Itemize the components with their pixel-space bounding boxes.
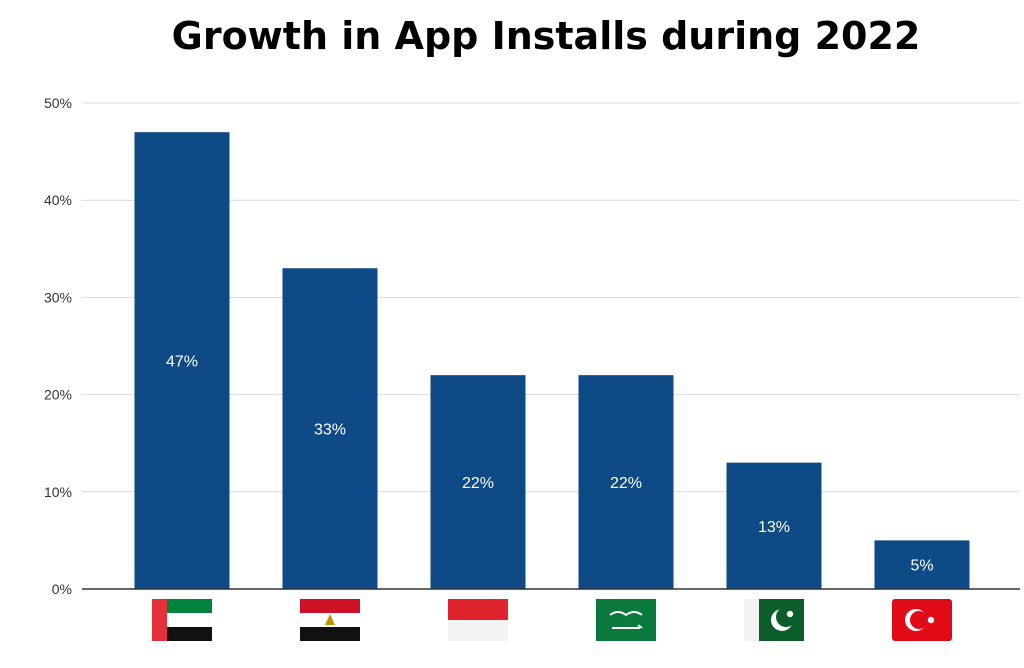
y-tick-label: 50% — [44, 95, 72, 111]
egypt-flag-icon — [300, 599, 360, 641]
turkey-flag-icon — [892, 599, 952, 641]
data-label: 33% — [314, 422, 346, 439]
y-tick-label: 30% — [44, 289, 72, 305]
bar[interactable] — [578, 375, 674, 589]
y-tick-label: 40% — [44, 192, 72, 208]
data-label: 22% — [462, 475, 494, 492]
bar[interactable] — [134, 132, 230, 589]
indonesia-flag-icon — [448, 599, 508, 641]
data-label: 22% — [610, 475, 642, 492]
bar[interactable] — [726, 462, 822, 589]
bar[interactable] — [874, 540, 970, 589]
bar[interactable] — [282, 268, 378, 589]
pakistan-flag-icon — [744, 599, 804, 641]
y-tick-label: 10% — [44, 484, 72, 500]
y-tick-label: 20% — [44, 387, 72, 403]
saudi-arabia-flag-icon — [596, 599, 656, 641]
data-label: 5% — [910, 558, 933, 575]
chart-title: Growth in App Installs during 2022 — [171, 14, 921, 58]
uae-flag-icon — [152, 599, 212, 641]
y-tick-label: 0% — [52, 581, 72, 597]
data-label: 13% — [758, 519, 790, 536]
data-label: 47% — [166, 354, 198, 371]
bar[interactable] — [430, 375, 526, 589]
